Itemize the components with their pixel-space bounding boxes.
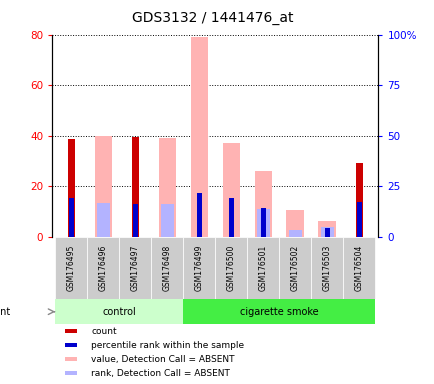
Bar: [133, 204, 138, 237]
Text: rank, Detection Call = ABSENT: rank, Detection Call = ABSENT: [91, 369, 230, 377]
Bar: [132, 137, 138, 237]
Bar: [65, 371, 77, 375]
Bar: [318, 222, 335, 237]
Bar: [222, 143, 240, 237]
Bar: [324, 228, 329, 237]
Bar: [151, 237, 183, 300]
Text: GSM176497: GSM176497: [131, 245, 140, 291]
Bar: [65, 358, 77, 361]
Bar: [286, 210, 303, 237]
Bar: [311, 237, 342, 300]
Bar: [247, 237, 279, 300]
Text: GDS3132 / 1441476_at: GDS3132 / 1441476_at: [132, 11, 293, 25]
Text: GSM176504: GSM176504: [354, 245, 363, 291]
Bar: [256, 209, 270, 237]
Bar: [55, 237, 87, 300]
Bar: [197, 193, 201, 237]
Text: value, Detection Call = ABSENT: value, Detection Call = ABSENT: [91, 354, 234, 364]
Bar: [94, 136, 112, 237]
Bar: [158, 138, 176, 237]
Bar: [190, 37, 207, 237]
Bar: [254, 171, 272, 237]
Bar: [65, 329, 77, 333]
Bar: [183, 237, 215, 300]
Bar: [215, 237, 247, 300]
Bar: [320, 227, 333, 237]
Bar: [119, 237, 151, 300]
Bar: [69, 198, 74, 237]
Text: control: control: [102, 307, 136, 317]
Bar: [356, 202, 361, 237]
Bar: [96, 203, 110, 237]
Bar: [288, 230, 301, 237]
Bar: [228, 198, 233, 237]
Text: GSM176502: GSM176502: [290, 245, 299, 291]
Bar: [160, 204, 174, 237]
Text: GSM176499: GSM176499: [194, 245, 204, 291]
Text: GSM176503: GSM176503: [322, 245, 331, 291]
Bar: [183, 300, 375, 324]
Bar: [342, 237, 375, 300]
Bar: [68, 139, 75, 237]
Text: percentile rank within the sample: percentile rank within the sample: [91, 341, 244, 349]
Bar: [55, 300, 183, 324]
Text: cigarette smoke: cigarette smoke: [240, 307, 318, 317]
Bar: [87, 237, 119, 300]
Text: count: count: [91, 326, 117, 336]
Bar: [279, 237, 311, 300]
Text: GSM176496: GSM176496: [99, 245, 108, 291]
Bar: [355, 163, 362, 237]
Text: GSM176498: GSM176498: [162, 245, 171, 291]
Text: agent: agent: [0, 307, 11, 317]
Bar: [260, 208, 265, 237]
Text: GSM176500: GSM176500: [226, 245, 235, 291]
Bar: [65, 343, 77, 347]
Text: GSM176495: GSM176495: [67, 245, 76, 291]
Text: GSM176501: GSM176501: [258, 245, 267, 291]
